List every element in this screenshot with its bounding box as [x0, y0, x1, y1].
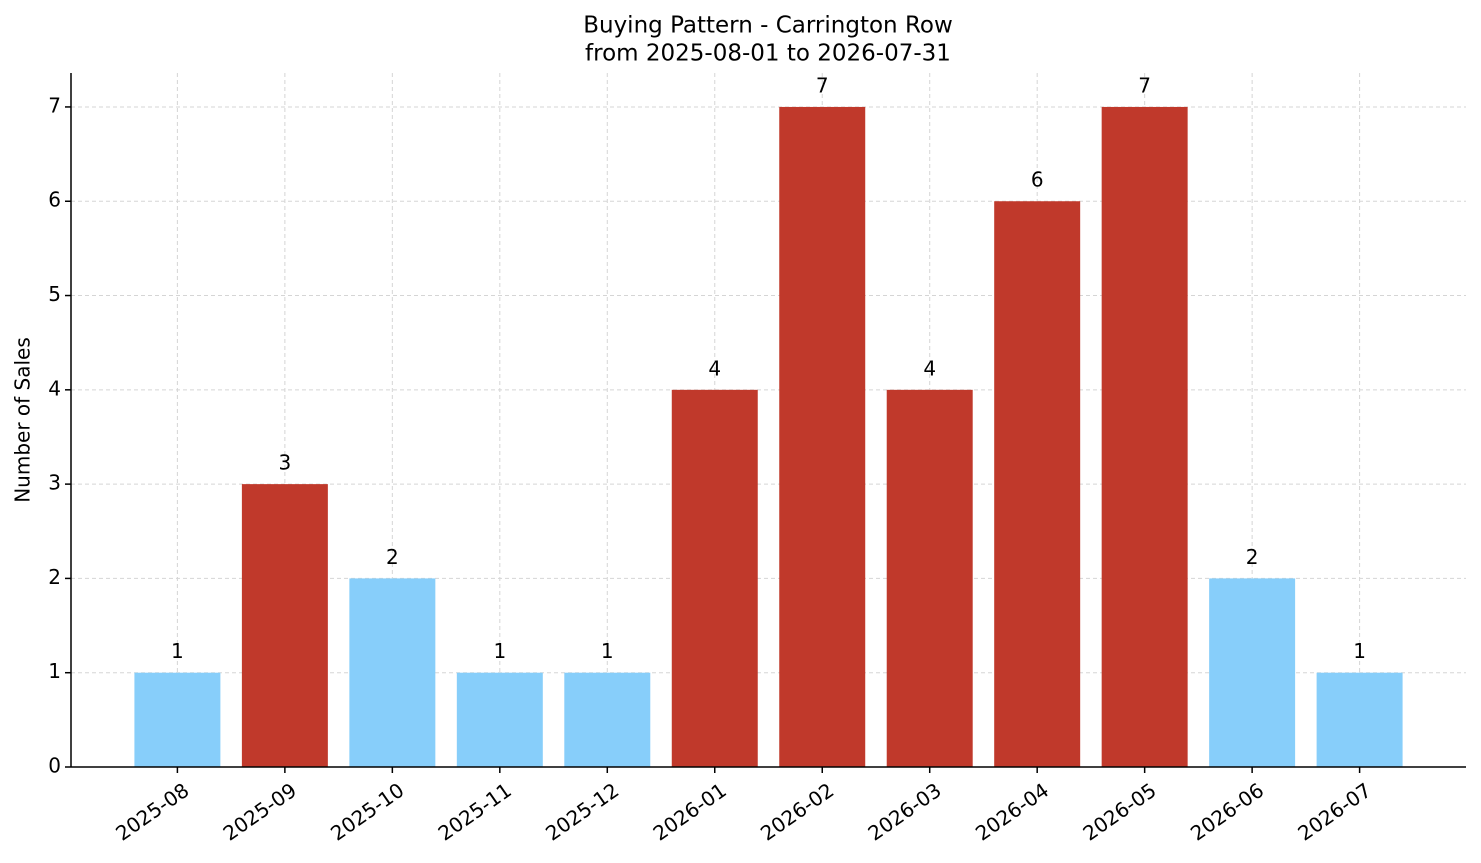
value-label: 6 [1031, 168, 1044, 192]
bar [779, 106, 866, 767]
value-label: 7 [1138, 73, 1151, 97]
bar [564, 672, 651, 767]
chart-title: Buying Pattern - Carrington Row [583, 13, 953, 39]
x-tick-label: 2026-02 [756, 778, 838, 846]
bar [456, 672, 543, 767]
value-label: 2 [386, 545, 399, 569]
y-tick-label: 1 [48, 659, 61, 683]
value-label: 1 [493, 639, 506, 663]
bar [349, 578, 436, 767]
bar [1101, 106, 1188, 767]
y-axis-label: Number of Sales [11, 337, 35, 503]
chart-subtitle: from 2025-08-01 to 2026-07-31 [585, 41, 951, 67]
x-tick-label: 2025-12 [541, 778, 623, 846]
x-tick-label: 2026-04 [971, 778, 1053, 846]
bar [241, 484, 328, 767]
bar [886, 389, 973, 767]
x-tick-label: 2025-10 [326, 778, 408, 846]
y-tick-label: 2 [48, 565, 61, 589]
value-label: 7 [816, 73, 829, 97]
value-label: 1 [171, 639, 184, 663]
bar [1209, 578, 1296, 767]
value-label: 1 [601, 639, 614, 663]
value-label: 2 [1246, 545, 1259, 569]
y-tick-label: 7 [48, 93, 61, 117]
y-tick-label: 4 [48, 376, 61, 400]
value-label: 4 [923, 356, 936, 380]
bar [994, 201, 1081, 767]
x-tick-label: 2026-01 [649, 778, 731, 846]
bar [671, 389, 758, 767]
y-tick-label: 5 [48, 282, 61, 306]
x-tick-label: 2026-05 [1078, 778, 1160, 846]
x-tick-label: 2025-09 [219, 778, 301, 846]
x-tick-label: 2025-08 [111, 778, 193, 846]
x-tick-label: 2026-07 [1293, 778, 1375, 846]
value-label: 4 [708, 356, 721, 380]
value-label: 3 [279, 451, 292, 475]
x-tick-label: 2026-06 [1186, 778, 1268, 846]
bar [1316, 672, 1403, 767]
bar [134, 672, 221, 767]
y-tick-label: 6 [48, 188, 61, 212]
x-tick-label: 2025-11 [434, 778, 516, 846]
value-label: 1 [1353, 639, 1366, 663]
y-tick-label: 3 [48, 471, 61, 495]
x-tick-label: 2026-03 [864, 778, 946, 846]
y-tick-label: 0 [48, 754, 61, 778]
